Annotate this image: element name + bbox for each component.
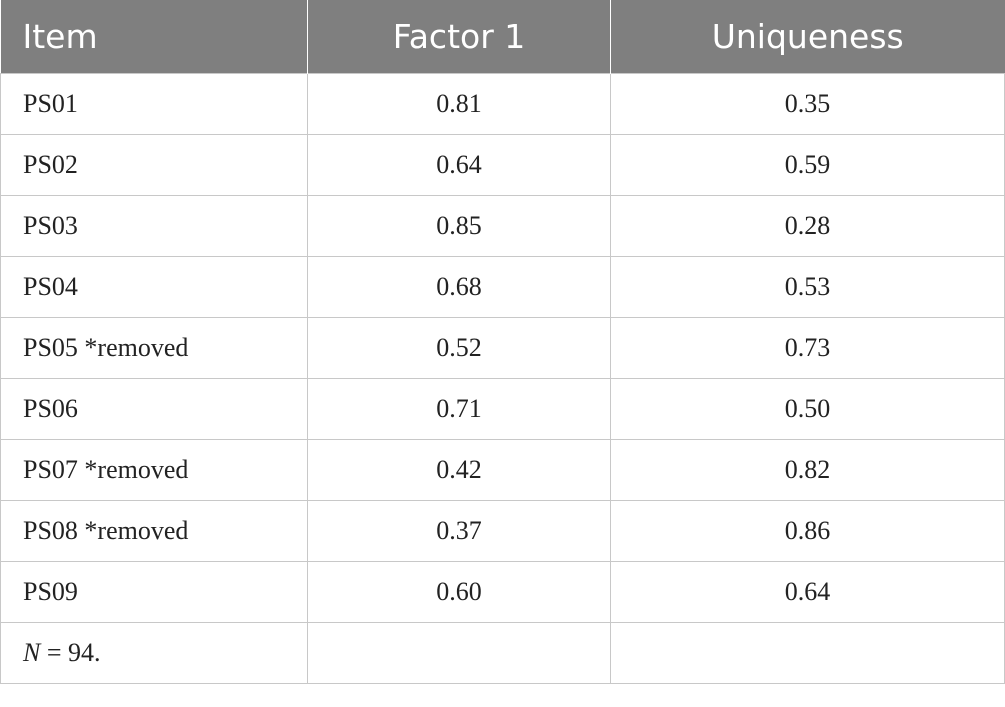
cell-item: PS04 — [0, 256, 308, 318]
cell-factor-1: 0.81 — [307, 73, 611, 135]
table-footnote-row: N = 94. — [0, 622, 1005, 684]
footnote-cell: N = 94. — [0, 622, 308, 684]
empty-cell — [307, 622, 611, 684]
table-row: PS02 0.64 0.59 — [0, 134, 1005, 196]
empty-cell — [610, 622, 1005, 684]
cell-uniqueness: 0.86 — [610, 500, 1005, 562]
cell-factor-1: 0.68 — [307, 256, 611, 318]
table-row: PS04 0.68 0.53 — [0, 256, 1005, 318]
cell-uniqueness: 0.28 — [610, 195, 1005, 257]
header-item: Item — [0, 0, 308, 74]
cell-factor-1: 0.37 — [307, 500, 611, 562]
table-row: PS07 *removed 0.42 0.82 — [0, 439, 1005, 501]
cell-uniqueness: 0.35 — [610, 73, 1005, 135]
cell-factor-1: 0.60 — [307, 561, 611, 623]
cell-item: PS06 — [0, 378, 308, 440]
footnote-text: = 94. — [40, 638, 101, 667]
cell-uniqueness: 0.53 — [610, 256, 1005, 318]
cell-factor-1: 0.42 — [307, 439, 611, 501]
cell-item: PS07 *removed — [0, 439, 308, 501]
table-row: PS06 0.71 0.50 — [0, 378, 1005, 440]
cell-item: PS05 *removed — [0, 317, 308, 379]
table-row: PS01 0.81 0.35 — [0, 73, 1005, 135]
cell-uniqueness: 0.64 — [610, 561, 1005, 623]
footnote-symbol: N — [23, 638, 41, 667]
table-header-row: Item Factor 1 Uniqueness — [0, 0, 1005, 74]
cell-uniqueness: 0.82 — [610, 439, 1005, 501]
cell-item: PS08 *removed — [0, 500, 308, 562]
cell-factor-1: 0.64 — [307, 134, 611, 196]
header-uniqueness: Uniqueness — [610, 0, 1005, 74]
cell-item: PS09 — [0, 561, 308, 623]
cell-uniqueness: 0.50 — [610, 378, 1005, 440]
cell-uniqueness: 0.73 — [610, 317, 1005, 379]
table-row: PS08 *removed 0.37 0.86 — [0, 500, 1005, 562]
cell-item: PS02 — [0, 134, 308, 196]
factor-loadings-table: Item Factor 1 Uniqueness PS01 0.81 0.35 … — [0, 0, 1005, 684]
cell-factor-1: 0.52 — [307, 317, 611, 379]
table-row: PS05 *removed 0.52 0.73 — [0, 317, 1005, 379]
cell-item: PS03 — [0, 195, 308, 257]
header-factor-1: Factor 1 — [307, 0, 611, 74]
cell-factor-1: 0.85 — [307, 195, 611, 257]
cell-item: PS01 — [0, 73, 308, 135]
table-row: PS09 0.60 0.64 — [0, 561, 1005, 623]
table-row: PS03 0.85 0.28 — [0, 195, 1005, 257]
cell-uniqueness: 0.59 — [610, 134, 1005, 196]
cell-factor-1: 0.71 — [307, 378, 611, 440]
